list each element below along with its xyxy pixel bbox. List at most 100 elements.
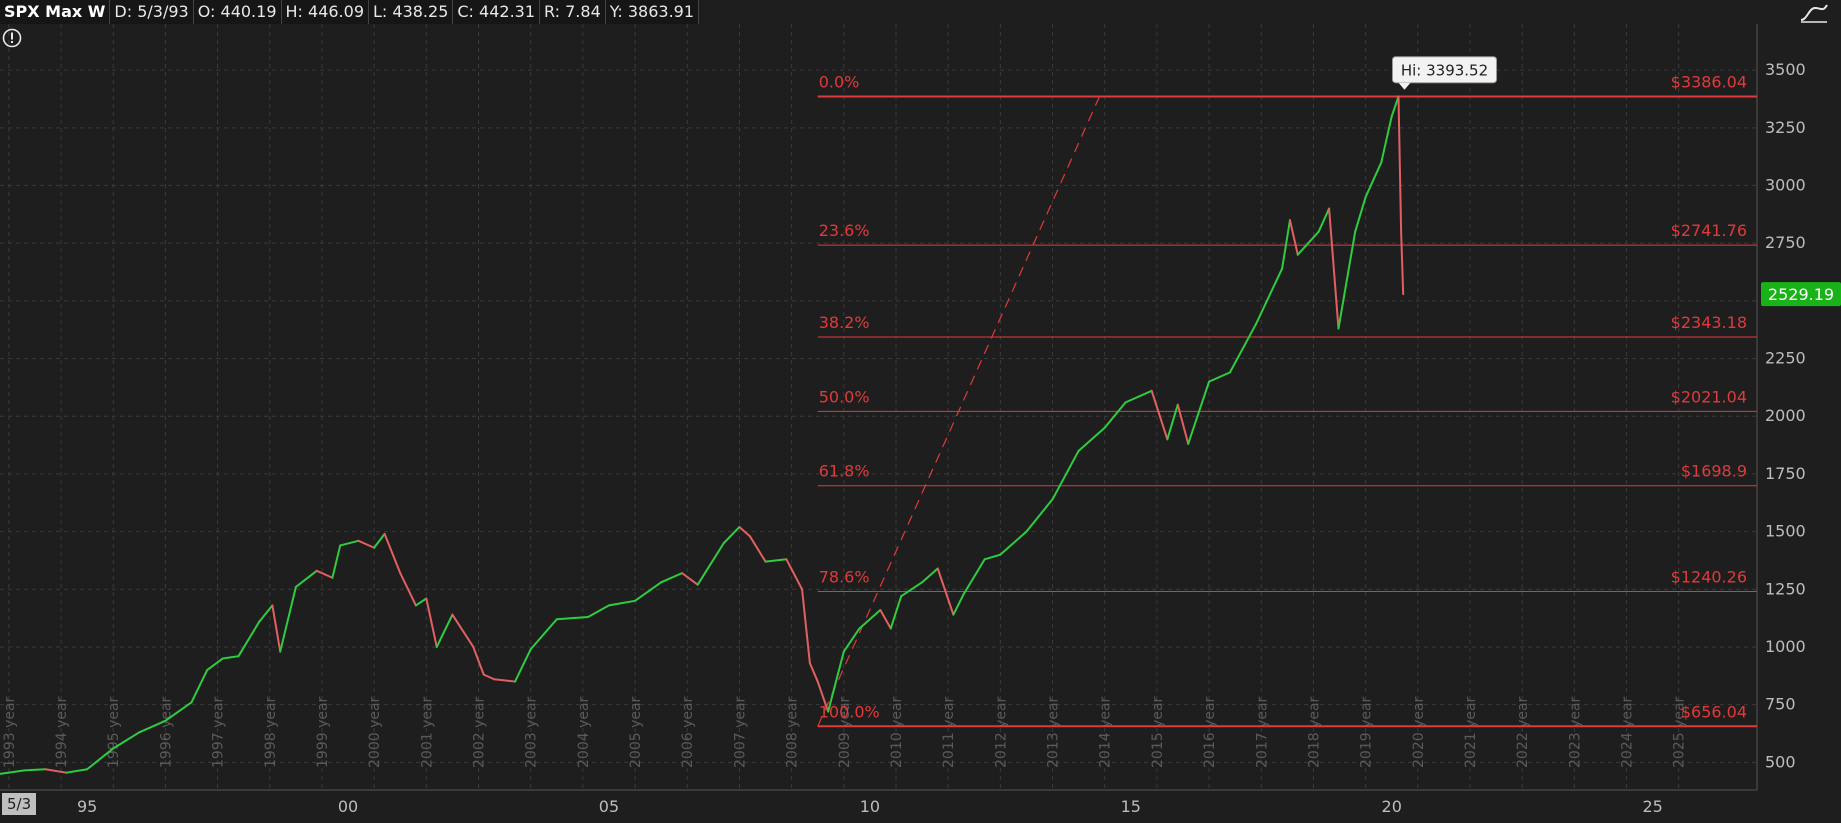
price-segment [607,599,637,607]
range-readout: R: 7.84 [540,0,606,24]
price-segment [1228,322,1258,374]
price-segment [900,581,924,598]
price-segment [44,768,68,774]
price-segment [0,769,26,775]
price-segment [952,592,965,616]
price-segment [435,613,454,648]
year-marker-label: 2004 year [576,696,592,768]
close-readout: C: 442.31 [453,0,541,24]
price-segment [206,657,224,672]
price-series [0,95,1405,775]
price-segment [660,572,684,584]
time-tick-label: 10 [860,797,880,816]
year-marker-label: 1997 year [211,696,227,768]
price-segment [315,569,334,579]
fib-percent-label: 38.2% [819,313,870,332]
price-segment [331,544,342,579]
price-segment [722,525,741,545]
price-segment [936,567,955,616]
price-segment [138,719,167,734]
time-tick-label: 95 [77,797,97,816]
price-segment [237,620,261,658]
price-segment [164,701,193,722]
price-segment [373,532,386,549]
price-segment [1397,95,1403,233]
price-segment [112,731,141,750]
year-marker-label: 1994 year [54,696,70,768]
time-tick-label: 20 [1382,797,1402,816]
price-segment [962,558,986,595]
price-segment [738,525,751,538]
year-marker-label: 2022 year [1515,696,1531,768]
price-segment [808,662,819,683]
price-segment [425,597,438,648]
year-marker-label: 2000 year [367,696,383,768]
price-segment [1390,95,1400,118]
price-segment [472,645,485,676]
year-marker-label: 2006 year [680,696,696,768]
price-segment [889,595,903,630]
low-readout: L: 438.25 [369,0,454,24]
price-tick-label: 1750 [1765,464,1806,483]
year-marker-label: 2019 year [1359,696,1375,768]
price-segment [858,609,882,630]
price-segment [748,535,767,563]
price-segment [1025,498,1054,533]
fib-trend-line [817,96,1101,727]
price-tick-label: 500 [1765,752,1796,771]
year-marker-label: 2024 year [1620,696,1636,768]
price-segment [1124,389,1153,404]
fib-price-label: $2741.76 [1671,221,1747,240]
fib-percent-label: 23.6% [819,221,870,240]
year-marker-label: 1999 year [315,696,331,768]
price-tick-label: 1000 [1765,637,1806,656]
price-segment [1281,219,1291,270]
price-segment [339,539,360,547]
price-segment [1354,196,1367,233]
symbol-label[interactable]: SPX Max W [0,0,111,24]
last-price-label: 2529.19 [1768,285,1834,304]
time-tick-label: 25 [1642,797,1662,816]
price-segment [529,618,558,651]
price-segment [696,542,725,586]
fib-price-label: $656.04 [1681,702,1747,721]
year-marker-label: 2012 year [993,696,1009,768]
year-marker-label: 2014 year [1098,696,1114,768]
price-segment [399,572,417,607]
chart-style-icon[interactable] [1799,2,1829,24]
price-segment [842,627,861,653]
price-segment [451,613,475,648]
price-segment [514,648,532,683]
price-segment [190,669,209,704]
price-segment [294,569,318,588]
year-marker-label: 2007 year [732,696,748,768]
fib-price-label: $2343.18 [1671,313,1747,332]
year-marker-label: 1996 year [158,696,174,768]
price-segment [555,615,590,621]
fib-price-label: $3386.04 [1671,72,1747,91]
price-segment [681,572,699,586]
price-segment [414,597,428,607]
year-marker-label: 2018 year [1306,696,1322,768]
price-tick-label: 2250 [1765,349,1806,368]
year-marker-label: 1993 year [2,696,18,768]
price-segment [86,747,115,771]
price-segment [271,604,282,653]
warning-icon[interactable] [2,28,22,48]
price-segment [1166,403,1179,441]
cursor-date-badge: 5/3 [2,793,37,815]
price-segment [827,650,845,713]
price-segment [1176,403,1190,445]
year-marker-label: 2009 year [837,696,853,768]
fib-percent-label: 100.0% [819,702,880,721]
price-segment [383,532,402,575]
year-marker-label: 2020 year [1411,696,1427,768]
price-segment [634,581,663,602]
price-segment [482,673,496,681]
hi-label-text: Hi: 3393.52 [1401,62,1488,80]
fib-price-label: $2021.04 [1671,387,1747,406]
year-marker-label: 1998 year [263,696,279,768]
price-tick-label: 3000 [1765,176,1806,195]
